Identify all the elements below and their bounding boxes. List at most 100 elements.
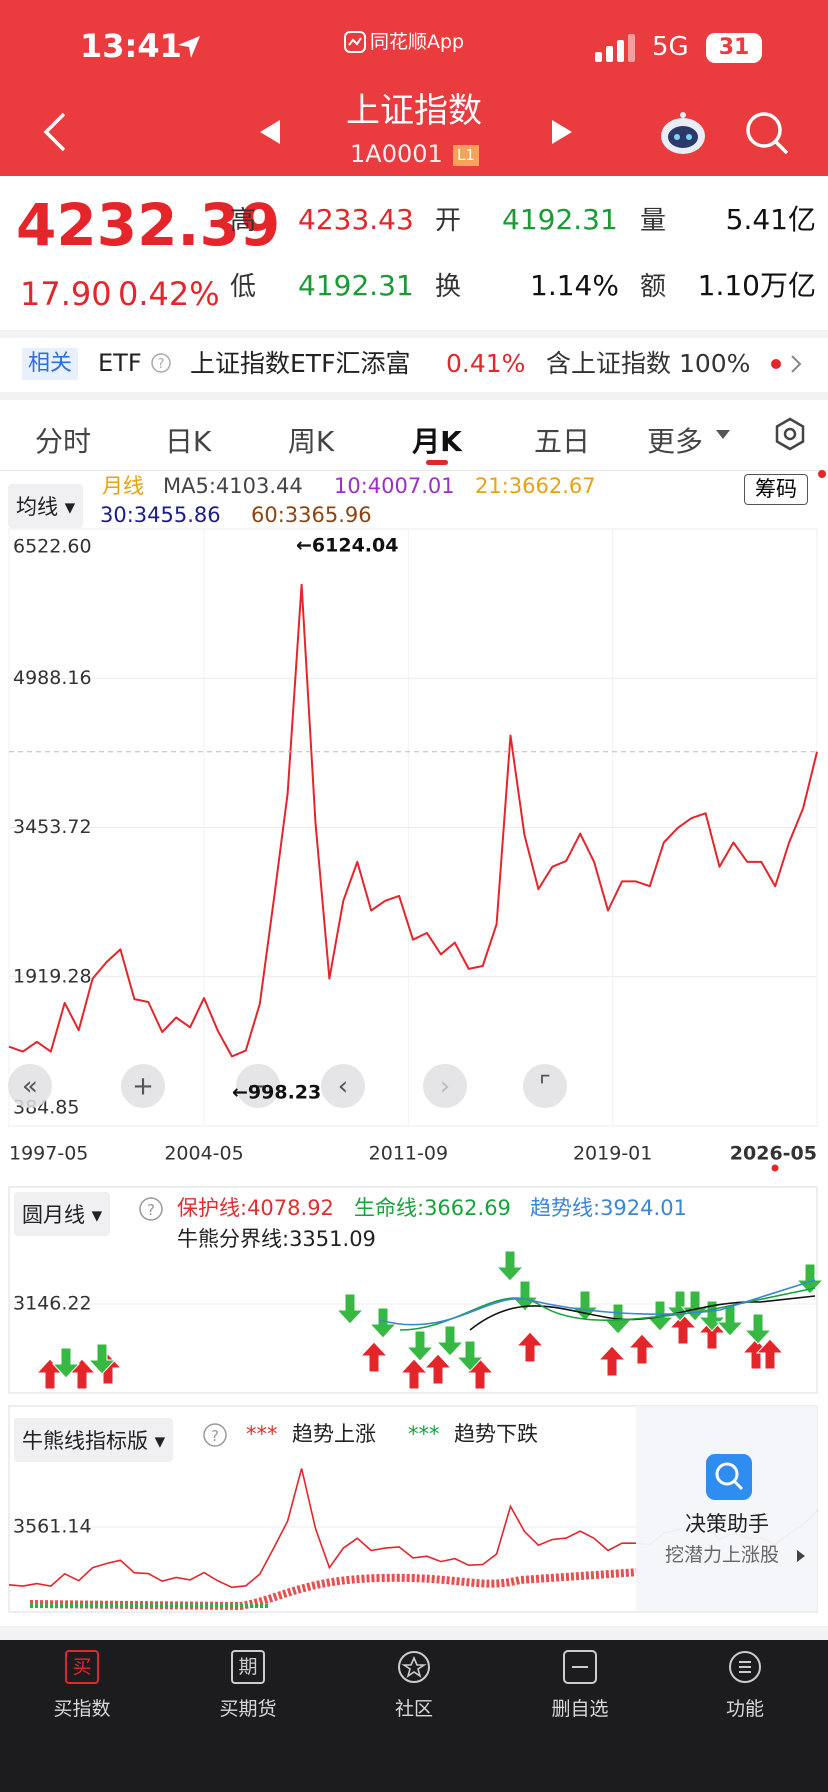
stat-value: 4192.31	[502, 203, 618, 236]
etf-more[interactable]	[768, 352, 818, 376]
svg-text:?: ?	[211, 1427, 219, 1445]
indicator-name: 牛熊线指标版	[22, 1429, 148, 1453]
signal-up-arrow	[697, 1318, 727, 1350]
period-tab[interactable]: 五日	[533, 425, 591, 458]
x-tick-label: 1997-05	[9, 1143, 88, 1165]
nav-item[interactable]: 删自选	[520, 1650, 640, 1721]
next-index[interactable]	[550, 118, 574, 146]
separator	[0, 392, 828, 400]
promo-title: 决策助手	[685, 1512, 769, 1536]
line-legend: 生命线:3662.69	[354, 1196, 511, 1220]
etf-type: ETF	[98, 349, 142, 377]
zoom-control[interactable]	[423, 1064, 467, 1108]
back-button[interactable]	[40, 110, 70, 154]
y-tick-label: 1919.28	[13, 965, 92, 987]
separator	[0, 1626, 828, 1640]
signal-down-arrow	[510, 1280, 540, 1312]
separator	[0, 470, 828, 471]
nav-icon	[398, 1651, 430, 1683]
period-tab[interactable]: 月K	[412, 425, 462, 458]
zoom-control-glyph: «	[22, 1072, 38, 1102]
nav-icon: 买	[65, 1650, 99, 1684]
zoom-control-glyph: ⌜	[539, 1072, 551, 1102]
nav-label: 功能	[725, 1698, 764, 1720]
signal-down-arrow	[405, 1330, 435, 1362]
chip-button[interactable]: 筹码	[744, 474, 808, 505]
stat-label: 高	[230, 206, 257, 236]
nav-label: 社区	[394, 1698, 433, 1720]
legend-text: 趋势下跌	[454, 1422, 538, 1446]
signal-down-arrow	[435, 1325, 465, 1357]
status-app: 同花顺App	[370, 31, 465, 53]
signal-up-arrow	[755, 1338, 785, 1370]
sub-chart-frame	[8, 1405, 818, 1613]
nav-icon	[729, 1651, 761, 1683]
trend-line	[469, 1295, 816, 1331]
search-button[interactable]	[744, 110, 790, 156]
svg-text:?: ?	[147, 1201, 155, 1219]
promo-arrow	[797, 1550, 805, 1562]
period-tab[interactable]: 更多	[646, 425, 704, 458]
assistant-icon[interactable]	[658, 108, 708, 158]
y-tick-label: 3561.14	[13, 1516, 92, 1538]
line-legend: 牛熊分界线:3351.09	[177, 1227, 376, 1251]
settings-button[interactable]	[772, 416, 808, 452]
signal-down-arrow	[335, 1293, 365, 1325]
signal-up-arrow	[423, 1353, 453, 1385]
legend-text: 趋势上涨	[292, 1422, 376, 1446]
x-tick-label: 2004-05	[164, 1143, 243, 1165]
etf-name: 上证指数ETF汇添富	[190, 349, 411, 378]
zoom-control[interactable]	[236, 1064, 280, 1108]
period-tab[interactable]: 周K	[287, 425, 335, 458]
stat-value: 1.14%	[530, 269, 619, 302]
notice-dot	[818, 470, 826, 478]
zoom-control[interactable]	[8, 1064, 52, 1108]
etf-holding: 含上证指数 100%	[546, 349, 751, 378]
index-code: 1A0001	[350, 140, 443, 168]
zoom-control[interactable]	[321, 1064, 365, 1108]
nav-item[interactable]: 买 买指数	[22, 1650, 142, 1721]
legend-marker: ***	[246, 1422, 278, 1446]
signal-down-arrow	[570, 1290, 600, 1322]
etf-change: 0.41%	[446, 349, 526, 378]
stat-label: 低	[230, 272, 257, 302]
nav-item[interactable]: 期 买期货	[188, 1650, 308, 1721]
period-tab[interactable]: 分时	[34, 425, 92, 458]
prev-index[interactable]	[258, 118, 282, 146]
level-badge: L1	[453, 145, 479, 166]
nav-item[interactable]: 功能	[685, 1650, 805, 1721]
promo-panel[interactable]: 决策助手 挖潜力上涨股	[636, 1406, 817, 1611]
signal-icon	[595, 34, 635, 62]
indicator-select[interactable]: 均线 ▾	[8, 484, 84, 528]
signal-down-arrow	[495, 1250, 525, 1282]
stat-label: 额	[640, 272, 667, 302]
help-icon[interactable]: ?	[202, 1422, 228, 1448]
legend-marker: ***	[408, 1422, 440, 1446]
chart-canvas: 6522.604988.163453.721919.28384.851997-0…	[8, 528, 825, 1613]
nav-label: 买期货	[219, 1698, 277, 1720]
ma-legend: 21:3662.67	[475, 474, 596, 498]
last-price: 4232.39	[16, 191, 281, 259]
status-time: 13:41	[80, 27, 182, 65]
current-dot	[771, 1164, 779, 1172]
indicator-select[interactable]: 牛熊线指标版 ▾	[14, 1418, 174, 1462]
period-tab[interactable]: 日K	[164, 425, 212, 458]
nav-icon	[563, 1650, 597, 1684]
signal-up-arrow	[359, 1341, 389, 1373]
indicator-select[interactable]: 圆月线 ▾	[14, 1192, 111, 1236]
index-title: 上证指数	[346, 91, 482, 131]
zoom-control-glyph: +	[132, 1072, 154, 1102]
help-icon[interactable]: ?	[138, 1196, 164, 1222]
line-legend: 保护线:4078.92	[177, 1196, 334, 1220]
stat-label: 量	[640, 206, 667, 236]
zoom-control[interactable]	[121, 1064, 165, 1108]
signal-up-arrow	[668, 1313, 698, 1345]
indicator-name: 均线	[16, 495, 58, 519]
nav-item[interactable]: 社区	[354, 1650, 474, 1721]
y-tick-label: 4988.16	[13, 667, 92, 689]
signal-up-arrow	[597, 1345, 627, 1377]
help-icon[interactable]: ?	[150, 352, 172, 374]
zoom-control[interactable]	[523, 1064, 567, 1108]
etf-tag: 相关	[22, 348, 79, 380]
price-change: 17.90	[20, 275, 112, 313]
